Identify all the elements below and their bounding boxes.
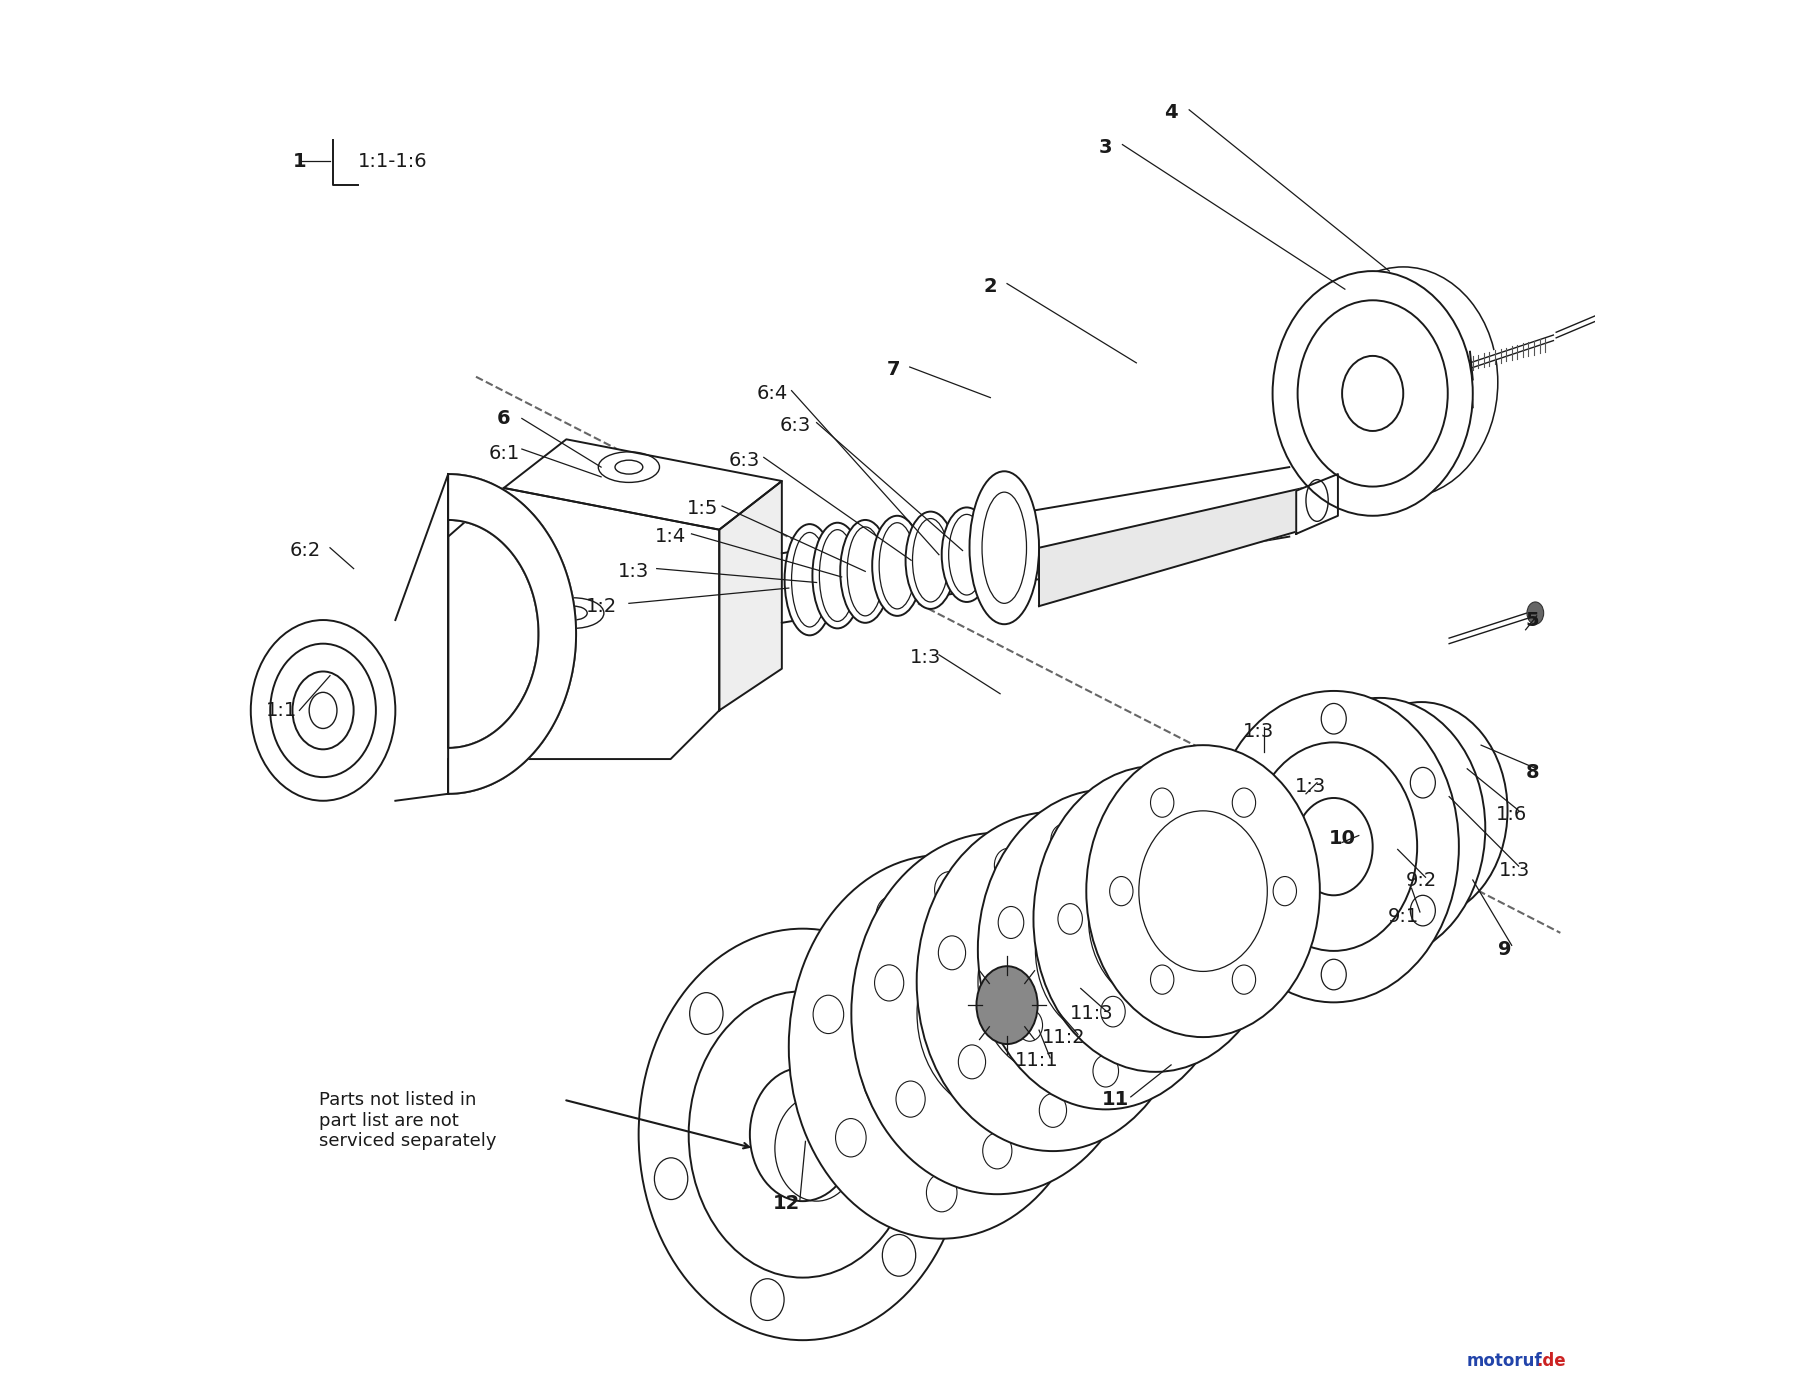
Text: 1:3: 1:3 (617, 561, 648, 581)
Ellipse shape (788, 855, 1094, 1238)
Text: 1:5: 1:5 (688, 499, 718, 518)
Ellipse shape (250, 620, 396, 801)
Text: 3: 3 (1100, 138, 1112, 157)
Ellipse shape (1085, 745, 1319, 1038)
Ellipse shape (1033, 766, 1278, 1071)
Text: 11:2: 11:2 (1042, 1028, 1085, 1046)
Text: 9:1: 9:1 (1388, 907, 1418, 926)
Ellipse shape (905, 511, 956, 609)
Text: 10: 10 (1328, 829, 1355, 848)
Polygon shape (1296, 474, 1337, 534)
Text: 8: 8 (1526, 763, 1539, 783)
Text: .de: .de (1535, 1353, 1566, 1371)
Ellipse shape (1526, 602, 1544, 624)
Polygon shape (448, 488, 720, 759)
Text: 6:2: 6:2 (290, 540, 320, 560)
Ellipse shape (841, 520, 891, 623)
Text: 11: 11 (1102, 1091, 1129, 1109)
Text: 11:3: 11:3 (1069, 1004, 1114, 1022)
Polygon shape (448, 474, 576, 794)
Text: 1: 1 (293, 152, 306, 171)
Ellipse shape (785, 524, 835, 635)
Ellipse shape (916, 812, 1190, 1151)
Text: 4: 4 (1165, 103, 1177, 123)
Ellipse shape (639, 929, 967, 1340)
Text: 2: 2 (983, 277, 997, 295)
Text: 1:3: 1:3 (909, 648, 941, 667)
Text: 1:1: 1:1 (266, 701, 297, 720)
Text: 1:1-1:6: 1:1-1:6 (358, 152, 427, 171)
Text: 1:3: 1:3 (1499, 861, 1530, 880)
Ellipse shape (977, 790, 1233, 1109)
Ellipse shape (1309, 267, 1498, 497)
Ellipse shape (873, 515, 922, 616)
Text: 6:3: 6:3 (729, 451, 760, 469)
Ellipse shape (851, 833, 1143, 1194)
Ellipse shape (941, 507, 992, 602)
Ellipse shape (976, 967, 1037, 1045)
Text: 1:3: 1:3 (1294, 777, 1327, 797)
Text: 9: 9 (1498, 940, 1512, 958)
Polygon shape (720, 481, 781, 710)
Ellipse shape (970, 471, 1039, 624)
Ellipse shape (1336, 702, 1508, 919)
Text: motoruf: motoruf (1467, 1353, 1543, 1371)
Ellipse shape (1273, 272, 1472, 515)
Text: 6:1: 6:1 (488, 444, 520, 462)
Ellipse shape (812, 522, 862, 628)
Polygon shape (504, 439, 781, 529)
Text: 9:2: 9:2 (1406, 871, 1436, 890)
Text: Parts not listed in
part list are not
serviced separately: Parts not listed in part list are not se… (319, 1091, 497, 1151)
Text: 7: 7 (886, 361, 900, 379)
Text: 1:3: 1:3 (1244, 722, 1274, 741)
Text: 1:4: 1:4 (655, 527, 686, 546)
Text: 5: 5 (1526, 610, 1539, 630)
Text: 12: 12 (772, 1194, 799, 1213)
Text: 6:3: 6:3 (779, 417, 812, 435)
Polygon shape (1039, 488, 1303, 606)
Text: 6:4: 6:4 (756, 384, 788, 403)
Text: 6: 6 (497, 410, 511, 428)
Text: 1:6: 1:6 (1496, 805, 1528, 825)
Text: 11:1: 11:1 (1015, 1052, 1058, 1070)
Text: 1:2: 1:2 (585, 596, 617, 616)
Ellipse shape (1208, 691, 1458, 1003)
Ellipse shape (1274, 698, 1485, 960)
